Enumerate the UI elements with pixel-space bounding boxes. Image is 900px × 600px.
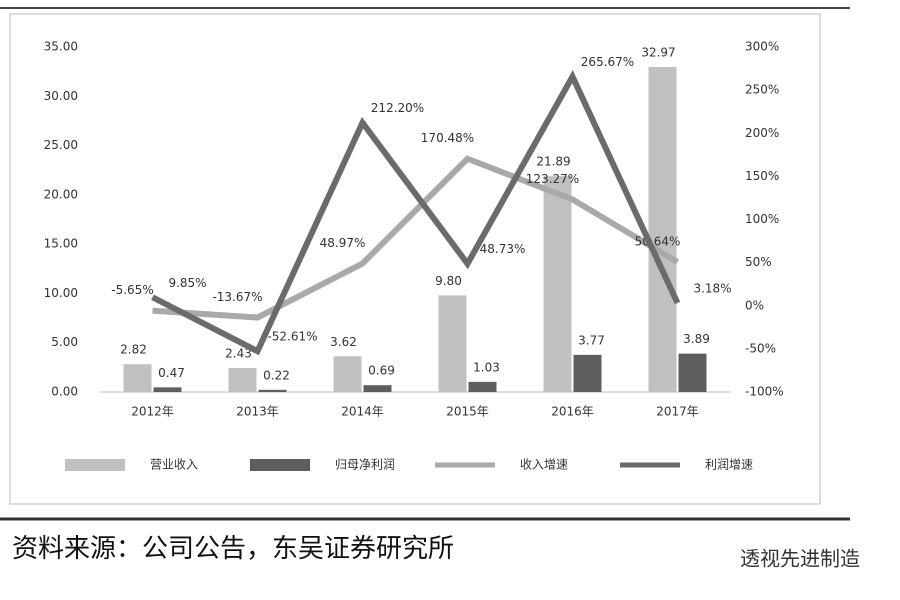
y-tick-label: 0.00 (51, 385, 78, 399)
bar-value-label: 3.89 (683, 332, 710, 346)
bar-value-label: 0.47 (158, 366, 185, 380)
line (151, 70, 681, 356)
bar-value-label: 0.69 (368, 364, 395, 378)
bar-value-label: 2.82 (120, 343, 147, 357)
bar (363, 385, 392, 392)
bar-value-label: 0.22 (263, 368, 290, 382)
bar-value-label: 1.03 (473, 360, 500, 374)
legend-label: 归母净利润 (335, 458, 395, 472)
legend-label: 收入增速 (520, 458, 568, 472)
x-tick-label: 2012年 (131, 405, 174, 419)
bar (678, 353, 707, 392)
plot: 0.00 5.00 10.00 15.00 20.00 25.00 30.00 35.00 -1… (44, 40, 784, 472)
line-value-label: -13.67% (212, 290, 262, 304)
y2-tick-label: 250% (745, 83, 779, 97)
line (152, 155, 680, 321)
y2-tick-label: 0% (745, 298, 764, 312)
y-tick-label: 35.00 (44, 40, 78, 54)
x-tick-label: 2014年 (341, 405, 384, 419)
line-value-label: 48.97% (320, 236, 366, 250)
y2-tick-label: -100% (745, 385, 784, 399)
y2-tick-label: -50% (745, 341, 776, 355)
line-value-label: 9.85% (168, 276, 206, 290)
bar-value-label: 3.77 (578, 333, 605, 347)
y-tick-label: 30.00 (44, 89, 78, 103)
x-tick-label: 2015年 (446, 405, 489, 419)
x-tick-label: 2013年 (236, 405, 279, 419)
y-tick-label: 20.00 (44, 187, 78, 201)
bar-value-label: 21.89 (536, 155, 570, 169)
line-value-label: 265.67% (581, 55, 634, 69)
bar-value-label: 32.97 (641, 46, 675, 60)
bar-value-label: 9.80 (435, 274, 462, 288)
y2-tick-label: 300% (745, 40, 779, 54)
y2-tick-label: 100% (745, 212, 779, 226)
line-value-label: 3.18% (693, 282, 731, 296)
line-value-label: 50.64% (635, 235, 681, 249)
legend-swatch (65, 459, 125, 471)
line-value-label: -5.65% (111, 283, 153, 297)
line-value-label: 48.73% (480, 242, 526, 256)
y-tick-label: 15.00 (44, 237, 78, 251)
bar (153, 387, 182, 392)
bar (648, 67, 677, 392)
x-tick-label: 2017年 (656, 405, 699, 419)
legend-label: 营业收入 (150, 458, 198, 472)
bar (228, 368, 257, 392)
line-value-label: 212.20% (371, 101, 424, 115)
y2-tick-label: 50% (745, 255, 772, 269)
bar-value-label: 2.43 (225, 347, 252, 361)
x-tick-label: 2016年 (551, 405, 594, 419)
watermark: 透视先进制造 (740, 547, 860, 571)
y-tick-label: 5.00 (51, 335, 78, 349)
line-value-label: -52.61% (267, 330, 317, 344)
bar (468, 381, 497, 392)
bar (573, 354, 602, 392)
y-tick-label: 10.00 (44, 286, 78, 300)
bar (333, 356, 362, 392)
legend-swatch (250, 459, 310, 471)
line-value-label: 123.27% (526, 172, 579, 186)
bar (543, 176, 572, 392)
source: 资料来源：公司公告，东吴证券研究所 (12, 534, 454, 564)
bar (123, 364, 152, 392)
bar-value-label: 3.62 (330, 335, 357, 349)
line-value-label: 170.48% (421, 131, 474, 145)
y-tick-label: 25.00 (44, 138, 78, 152)
bar (438, 295, 467, 392)
y2-tick-label: 150% (745, 169, 779, 183)
bar (258, 389, 287, 392)
y2-tick-label: 200% (745, 126, 779, 140)
chart-frame (9, 13, 821, 505)
legend-label: 利润增速 (705, 458, 753, 472)
